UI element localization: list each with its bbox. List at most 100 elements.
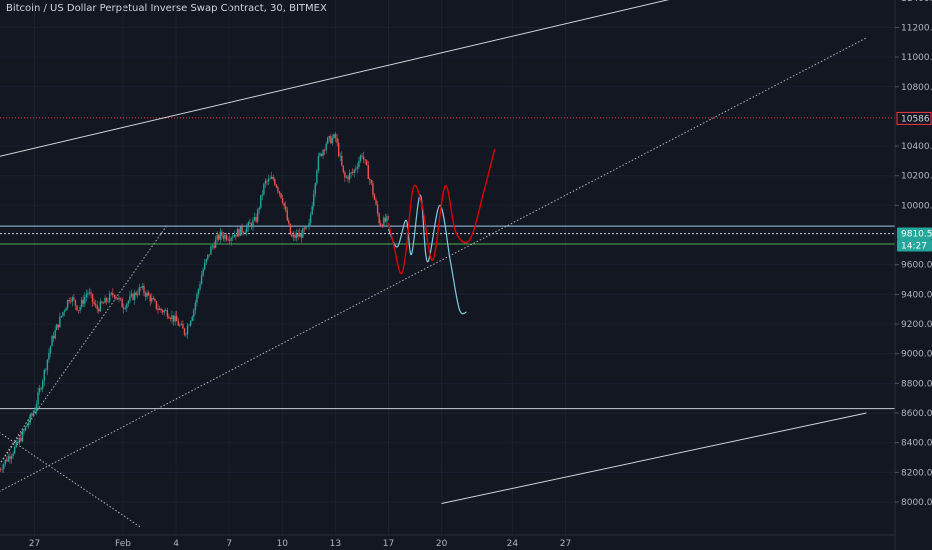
x-tick-label[interactable]: Feb	[115, 539, 131, 549]
candle-body	[367, 165, 369, 179]
candle-body	[49, 346, 52, 353]
x-tick-label[interactable]: 27	[560, 539, 571, 549]
candle-body	[196, 294, 198, 303]
x-tick-label[interactable]: 7	[226, 539, 232, 549]
candle-body	[253, 217, 256, 221]
candle-body	[38, 388, 41, 393]
candle-body	[387, 216, 390, 218]
candle-body	[149, 295, 151, 302]
candle-body	[274, 179, 276, 185]
blue-projection-path	[387, 194, 467, 315]
candle-body	[79, 307, 81, 311]
x-tick-label[interactable]: 24	[507, 539, 519, 549]
candle-body	[77, 310, 80, 311]
candle-body	[24, 426, 27, 431]
x-tick-label[interactable]: 20	[436, 539, 448, 549]
candle-body	[339, 155, 341, 157]
candle-body	[277, 187, 279, 192]
candle-body	[228, 239, 231, 241]
price-marker-red-border	[896, 111, 932, 125]
candle-body	[152, 298, 155, 300]
candle-body	[311, 206, 313, 215]
candle-body	[91, 293, 94, 302]
candle-body	[121, 299, 123, 308]
candle-body	[347, 176, 349, 180]
y-tick-label: 11200.0	[901, 23, 932, 33]
candle-body	[246, 227, 248, 233]
candle-body	[320, 153, 323, 156]
y-tick-label: 11000.0	[901, 53, 932, 63]
x-tick-label[interactable]: 17	[383, 539, 394, 549]
y-tick-label: 8000.0	[901, 498, 932, 508]
candle-body	[353, 169, 355, 174]
x-tick-label[interactable]: 13	[330, 539, 341, 549]
candle-body	[323, 150, 326, 151]
candle-body	[386, 216, 388, 222]
candle-body	[74, 299, 77, 306]
candle-body	[328, 136, 331, 138]
time-axis[interactable]: 27 Feb 4 7 10 13 17 20 24 27	[29, 539, 571, 549]
x-tick-label[interactable]: 4	[173, 539, 179, 549]
candle-body	[116, 297, 119, 300]
candle-body	[62, 312, 64, 316]
candle-body	[66, 300, 69, 309]
candle-body	[158, 308, 161, 311]
candle-body	[314, 183, 316, 195]
candle-body	[87, 292, 89, 295]
candle-body	[96, 305, 98, 310]
candle-body	[174, 315, 176, 322]
candle-body	[168, 316, 170, 319]
candle-body	[210, 246, 212, 255]
price-marker-green: 9810.5	[901, 230, 932, 240]
candle-body	[46, 359, 49, 370]
candle-body	[269, 178, 271, 180]
candle-body	[4, 459, 7, 464]
trend-line	[0, 432, 141, 528]
candle-body	[270, 177, 273, 179]
candle-body	[202, 269, 204, 276]
candle-body	[57, 324, 59, 328]
candle-body	[101, 301, 103, 304]
candle-body	[102, 303, 105, 304]
candle-body	[189, 320, 192, 326]
candle-body	[219, 231, 221, 240]
price-marker-red-bg	[897, 112, 932, 125]
candle-body	[256, 209, 259, 222]
y-tick-label: 9200.0	[901, 320, 932, 330]
candle-body	[179, 324, 181, 326]
candle-body	[275, 184, 278, 188]
candle-body	[119, 298, 122, 300]
candle-body	[129, 295, 131, 301]
x-tick-label[interactable]: 10	[277, 539, 289, 549]
candle-body	[76, 305, 78, 311]
candle-body	[56, 324, 58, 330]
candle-body	[10, 456, 13, 459]
candle-body	[350, 172, 352, 174]
y-tick-label: 9600.0	[901, 261, 932, 271]
candle-body	[34, 410, 36, 413]
candle-body	[37, 392, 39, 405]
candle-body	[88, 292, 91, 294]
candle-body	[260, 195, 262, 208]
candle-body	[331, 137, 334, 144]
candle-body	[130, 293, 133, 296]
candle-body	[236, 229, 239, 237]
candle-body	[169, 318, 172, 320]
candle-body	[362, 156, 365, 160]
candle-body	[227, 239, 229, 241]
x-tick-label[interactable]: 27	[29, 539, 40, 549]
candle-body	[225, 235, 228, 240]
candle-body	[222, 236, 225, 239]
price-axis-panel[interactable]	[895, 0, 932, 550]
candle-body	[51, 335, 53, 347]
candle-body	[241, 226, 243, 233]
candle-body	[289, 223, 292, 235]
candle-body	[45, 369, 47, 371]
candle-body	[13, 446, 16, 454]
candle-body	[82, 299, 84, 304]
price-marker-countdown: 14:27	[901, 242, 927, 252]
candle-body	[29, 414, 31, 423]
candle-body	[361, 155, 363, 157]
candle-body	[186, 325, 189, 335]
